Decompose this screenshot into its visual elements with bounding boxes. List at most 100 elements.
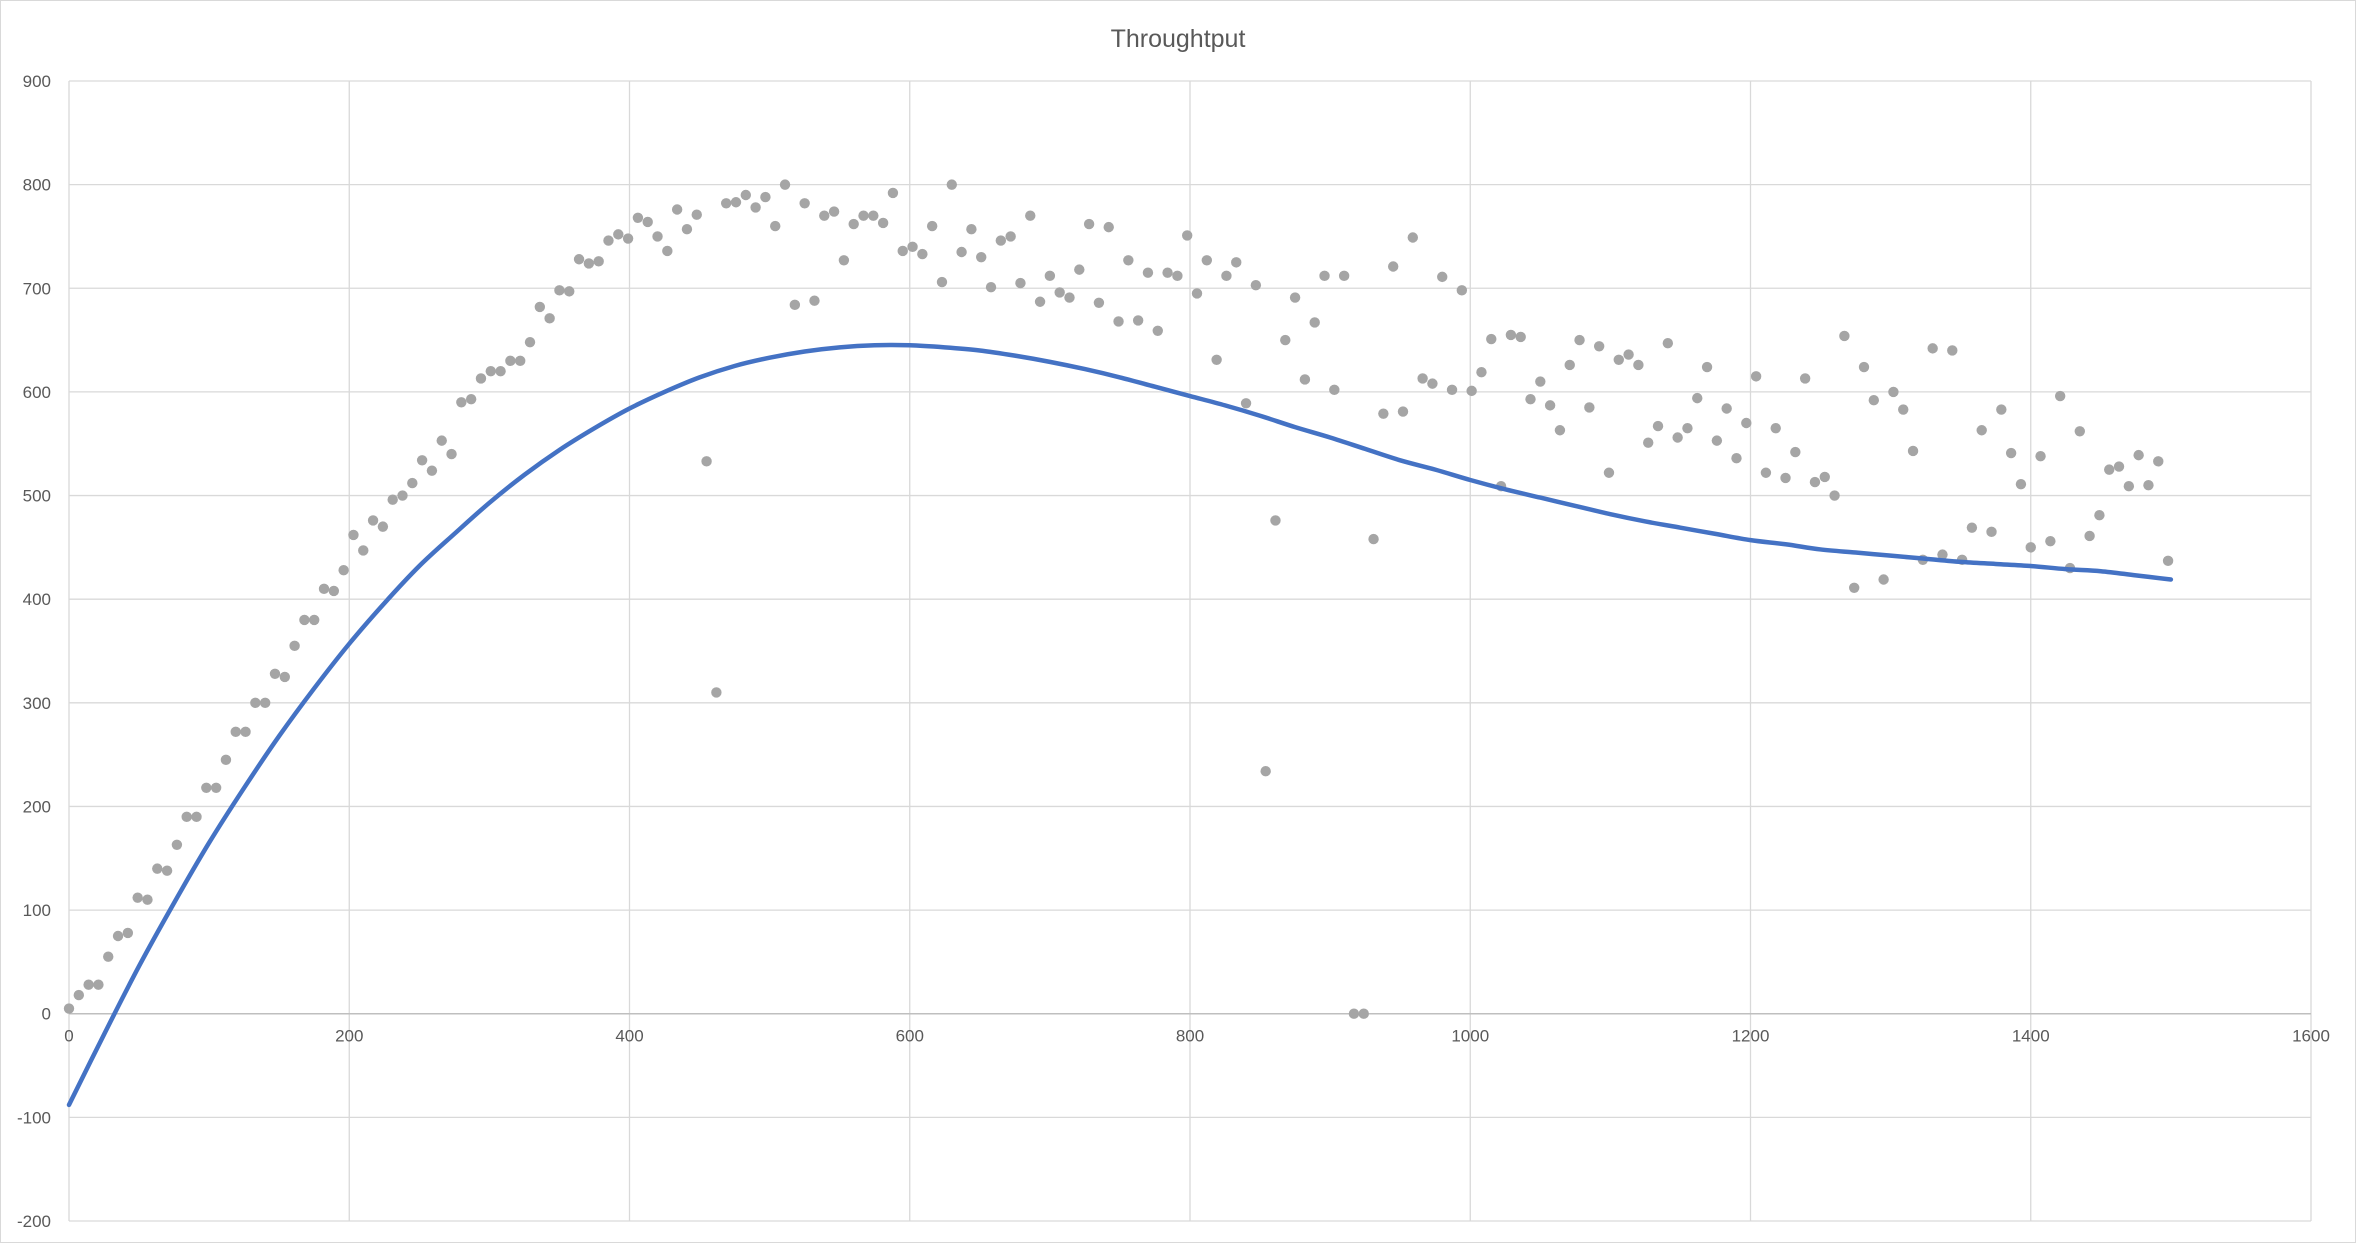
data-point <box>181 811 192 823</box>
data-point <box>1240 398 1252 409</box>
x-tick-label: 600 <box>896 1027 924 1046</box>
data-point <box>1907 445 1919 457</box>
y-tick-label: 0 <box>42 1005 51 1024</box>
data-point <box>1750 371 1762 382</box>
y-tick-label: -200 <box>17 1212 51 1231</box>
data-point <box>1652 420 1664 432</box>
data-point <box>2123 481 2135 492</box>
data-point <box>1201 255 1213 266</box>
data-point <box>681 224 693 235</box>
data-point <box>877 217 889 229</box>
data-point <box>671 204 683 215</box>
data-point <box>868 210 879 221</box>
data-point <box>701 456 712 467</box>
data-point <box>279 671 290 683</box>
data-point <box>1446 384 1458 396</box>
data-point <box>1338 270 1350 282</box>
data-point <box>2133 449 2144 461</box>
data-point <box>936 276 948 288</box>
data-point <box>573 254 585 265</box>
data-point <box>613 229 624 240</box>
data-point <box>93 979 104 990</box>
data-point <box>416 455 428 466</box>
data-point <box>2035 450 2046 462</box>
data-point <box>1221 270 1232 282</box>
data-point <box>83 979 94 990</box>
data-point <box>956 246 967 258</box>
data-point <box>1535 376 1546 387</box>
data-point <box>1966 522 1978 533</box>
data-point <box>789 299 801 311</box>
data-point <box>1878 574 1889 585</box>
tick-labels: -200 -100 0 100 200 300 400 500 600 700 800 900 0 200… <box>17 72 2330 1231</box>
data-point <box>1456 285 1468 296</box>
data-point <box>201 782 212 793</box>
x-tick-label: 1000 <box>1451 1027 1489 1046</box>
data-point <box>1250 279 1262 291</box>
data-point <box>73 989 85 1001</box>
chart-title: Throughtput <box>1111 25 1246 53</box>
data-point <box>250 697 261 709</box>
data-point <box>720 198 732 209</box>
data-point <box>1692 392 1703 404</box>
data-point <box>946 179 957 190</box>
y-tick-label: 200 <box>23 797 51 816</box>
data-point <box>1378 408 1389 419</box>
data-point <box>1319 270 1330 282</box>
data-point <box>1309 317 1320 328</box>
data-point <box>1289 292 1301 303</box>
y-tick-label: 700 <box>23 279 51 298</box>
data-point <box>475 373 487 384</box>
data-point <box>2162 555 2174 567</box>
y-tick-label: 500 <box>23 487 51 506</box>
data-point <box>779 179 791 190</box>
data-point <box>1044 270 1056 282</box>
data-point <box>515 355 526 367</box>
y-tick-label: 900 <box>23 72 51 91</box>
data-point <box>1299 374 1311 385</box>
data-point <box>1554 425 1566 436</box>
data-point <box>583 258 595 269</box>
data-point <box>338 564 349 576</box>
data-point <box>966 224 977 235</box>
data-point <box>1721 403 1732 414</box>
data-point <box>760 191 771 203</box>
data-point <box>1868 395 1880 406</box>
data-point <box>397 490 408 501</box>
data-point <box>544 313 555 324</box>
data-point <box>1358 1008 1369 1019</box>
data-point <box>1780 472 1791 484</box>
data-point <box>1790 446 1801 458</box>
data-point <box>593 256 604 267</box>
data-point <box>269 668 281 679</box>
data-point <box>524 336 536 348</box>
data-point <box>603 235 614 246</box>
data-point <box>1819 471 1830 483</box>
data-point <box>456 397 467 408</box>
data-point <box>289 640 300 652</box>
data-point <box>1770 422 1781 434</box>
data-point <box>1368 533 1379 545</box>
data-point <box>132 892 143 903</box>
data-point <box>2045 535 2056 547</box>
data-point <box>407 477 418 489</box>
data-point <box>897 245 908 257</box>
data-point <box>554 285 565 296</box>
data-point <box>750 202 761 213</box>
data-point <box>152 863 163 874</box>
data-point <box>534 301 546 313</box>
data-point <box>1074 264 1085 275</box>
data-point <box>632 212 644 223</box>
data-point <box>1839 330 1850 342</box>
trendline <box>66 342 2174 1108</box>
data-point <box>838 255 850 266</box>
data-point <box>63 1003 75 1014</box>
data-point <box>210 782 222 793</box>
data-point <box>465 393 477 405</box>
data-point <box>309 614 320 626</box>
data-point <box>1593 341 1605 352</box>
data-point <box>2025 542 2036 553</box>
data-point <box>446 448 457 460</box>
data-point <box>809 295 820 306</box>
